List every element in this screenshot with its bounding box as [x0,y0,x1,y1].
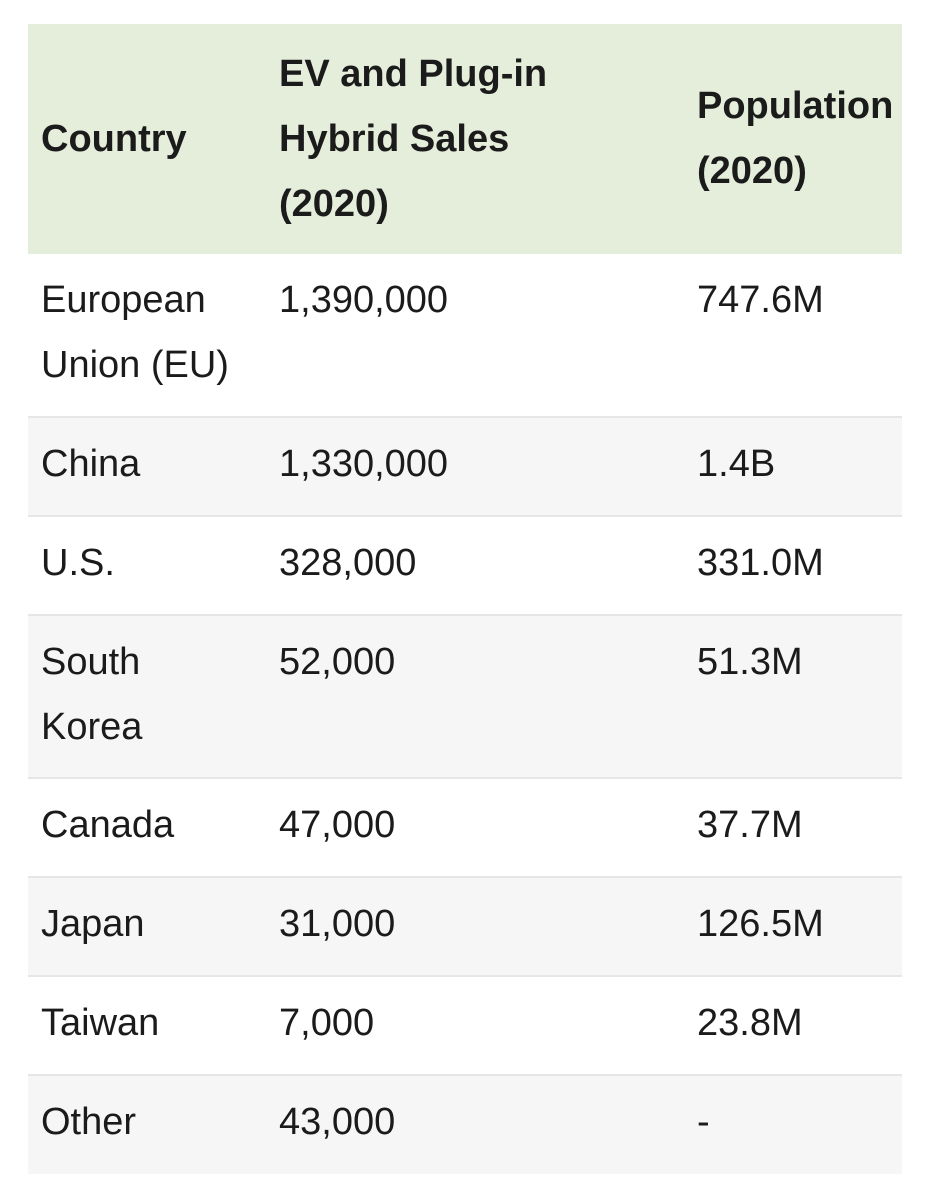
country-cell: U.S. [28,516,266,615]
country-line1: Taiwan [41,1002,160,1044]
country-line1: U.S. [41,542,115,584]
sales-cell: 1,330,000 [279,443,449,485]
sales-cell: 328,000 [279,542,417,584]
header-population: Population (2020) [684,24,902,254]
sales-cell: 1,390,000 [279,279,449,321]
table-row: China 1,330,000 1.4B [28,417,902,516]
population-cell: 126.5M [697,903,824,945]
header-sales-line3: (2020) [279,182,389,225]
country-line1: South [41,641,141,683]
table-row: U.S. 328,000 331.0M [28,516,902,615]
country-line2: Union (EU) [41,344,229,386]
header-country: Country [28,24,266,254]
country-line1: European [41,279,206,321]
country-line2: Korea [41,706,143,748]
table-row: European Union (EU) 1,390,000 747.6M [28,254,902,417]
population-cell: - [697,1101,710,1143]
sales-cell: 52,000 [279,641,396,683]
country-line1: Canada [41,804,175,846]
header-sales: EV and Plug-in Hybrid Sales (2020) [266,24,684,254]
ev-sales-table: Country EV and Plug-in Hybrid Sales (202… [28,24,902,1174]
country-line1: China [41,443,141,485]
country-cell: Taiwan [28,976,266,1075]
sales-cell: 31,000 [279,903,396,945]
header-population-line1: Population [697,85,894,127]
population-cell: 37.7M [697,804,803,846]
header-population-line2: (2020) [697,150,807,192]
header-sales-line1: EV and Plug-in [279,52,548,95]
header-row: Country EV and Plug-in Hybrid Sales (202… [28,24,902,254]
table-row: Canada 47,000 37.7M [28,778,902,877]
population-cell: 23.8M [697,1002,803,1044]
table-body: European Union (EU) 1,390,000 747.6M Chi… [28,254,902,1174]
sales-cell: 47,000 [279,804,396,846]
country-cell: Canada [28,778,266,877]
country-cell: China [28,417,266,516]
ev-sales-table-container: Country EV and Plug-in Hybrid Sales (202… [28,24,902,1178]
population-cell: 1.4B [697,443,776,485]
population-cell: 331.0M [697,542,824,584]
population-cell: 747.6M [697,279,824,321]
population-cell: 51.3M [697,641,803,683]
table-row: Other 43,000 - [28,1075,902,1174]
country-cell: South Korea [28,615,266,778]
sales-cell: 43,000 [279,1101,396,1143]
country-line1: Japan [41,903,145,945]
sales-cell: 7,000 [279,1002,375,1044]
table-header: Country EV and Plug-in Hybrid Sales (202… [28,24,902,254]
table-row: Taiwan 7,000 23.8M [28,976,902,1075]
country-cell: European Union (EU) [28,254,266,417]
header-sales-line2: Hybrid Sales [279,117,510,160]
header-country-label: Country [41,117,187,160]
country-cell: Other [28,1075,266,1174]
country-cell: Japan [28,877,266,976]
table-row: South Korea 52,000 51.3M [28,615,902,778]
country-line1: Other [41,1101,137,1143]
table-row: Japan 31,000 126.5M [28,877,902,976]
